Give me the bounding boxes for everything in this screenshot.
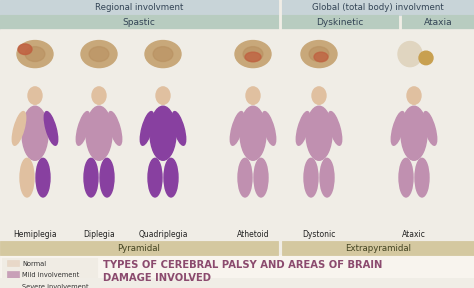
Ellipse shape <box>76 111 90 145</box>
Text: Diplegia: Diplegia <box>83 230 115 239</box>
Text: Ataxia: Ataxia <box>424 18 452 27</box>
Ellipse shape <box>304 158 318 197</box>
Ellipse shape <box>314 52 328 62</box>
Ellipse shape <box>328 111 342 145</box>
Bar <box>2 258 97 277</box>
Text: Athetoid: Athetoid <box>237 230 269 239</box>
Ellipse shape <box>399 158 413 197</box>
Text: Dystonic: Dystonic <box>302 230 336 239</box>
Ellipse shape <box>246 87 260 104</box>
Ellipse shape <box>230 111 244 145</box>
Bar <box>0 241 278 255</box>
Ellipse shape <box>108 111 122 145</box>
Ellipse shape <box>309 47 329 62</box>
Ellipse shape <box>423 111 437 145</box>
Bar <box>402 16 474 29</box>
Bar <box>0 0 278 16</box>
Text: Extrapyramidal: Extrapyramidal <box>345 244 411 253</box>
Ellipse shape <box>25 47 45 62</box>
Ellipse shape <box>81 41 117 68</box>
Text: Dyskinetic: Dyskinetic <box>316 18 364 27</box>
Text: Ataxic: Ataxic <box>402 230 426 239</box>
Ellipse shape <box>392 111 405 145</box>
Text: Quadriplegia: Quadriplegia <box>138 230 188 239</box>
Ellipse shape <box>296 111 310 145</box>
Ellipse shape <box>240 106 266 160</box>
Ellipse shape <box>89 47 109 62</box>
Ellipse shape <box>164 158 178 197</box>
Text: Normal: Normal <box>22 261 46 267</box>
Text: Hemiplegia: Hemiplegia <box>13 230 57 239</box>
Ellipse shape <box>20 158 34 197</box>
Ellipse shape <box>44 111 58 145</box>
Text: Severe involvement: Severe involvement <box>22 284 89 288</box>
Bar <box>282 16 398 29</box>
Ellipse shape <box>100 158 114 197</box>
Text: Regional involvment: Regional involvment <box>95 3 183 12</box>
Ellipse shape <box>153 47 173 62</box>
Ellipse shape <box>243 47 263 62</box>
Ellipse shape <box>415 158 429 197</box>
Text: Mild involvement: Mild involvement <box>22 272 79 278</box>
Ellipse shape <box>86 106 112 160</box>
Text: DAMAGE INVOLVED: DAMAGE INVOLVED <box>103 273 211 283</box>
Ellipse shape <box>306 106 332 160</box>
Bar <box>0 79 474 228</box>
Text: Pyramidal: Pyramidal <box>118 244 160 253</box>
Ellipse shape <box>254 158 268 197</box>
Ellipse shape <box>92 87 106 104</box>
Bar <box>282 0 474 16</box>
Ellipse shape <box>407 87 421 104</box>
Ellipse shape <box>235 41 271 68</box>
Ellipse shape <box>245 52 261 62</box>
Ellipse shape <box>401 106 427 160</box>
Ellipse shape <box>238 158 252 197</box>
Bar <box>0 29 474 79</box>
Text: Spastic: Spastic <box>123 18 155 27</box>
Bar <box>0 16 278 29</box>
Ellipse shape <box>84 158 98 197</box>
Ellipse shape <box>312 87 326 104</box>
Ellipse shape <box>148 158 162 197</box>
Ellipse shape <box>145 41 181 68</box>
Bar <box>0 255 474 278</box>
Ellipse shape <box>301 41 337 68</box>
Bar <box>7 271 19 278</box>
Ellipse shape <box>156 87 170 104</box>
Ellipse shape <box>22 106 48 160</box>
Bar <box>7 283 19 288</box>
Text: TYPES OF CEREBRAL PALSY AND AREAS OF BRAIN: TYPES OF CEREBRAL PALSY AND AREAS OF BRA… <box>103 259 383 270</box>
Ellipse shape <box>12 111 26 145</box>
Ellipse shape <box>419 51 433 65</box>
Ellipse shape <box>18 44 32 54</box>
Ellipse shape <box>262 111 276 145</box>
Bar <box>282 241 474 255</box>
Ellipse shape <box>28 87 42 104</box>
Ellipse shape <box>17 41 53 68</box>
Bar <box>7 260 19 266</box>
Ellipse shape <box>36 158 50 197</box>
Ellipse shape <box>150 106 176 160</box>
Text: Global (total body) involvment: Global (total body) involvment <box>312 3 444 12</box>
Ellipse shape <box>320 158 334 197</box>
Ellipse shape <box>140 111 154 145</box>
Ellipse shape <box>398 41 422 67</box>
Ellipse shape <box>172 111 186 145</box>
